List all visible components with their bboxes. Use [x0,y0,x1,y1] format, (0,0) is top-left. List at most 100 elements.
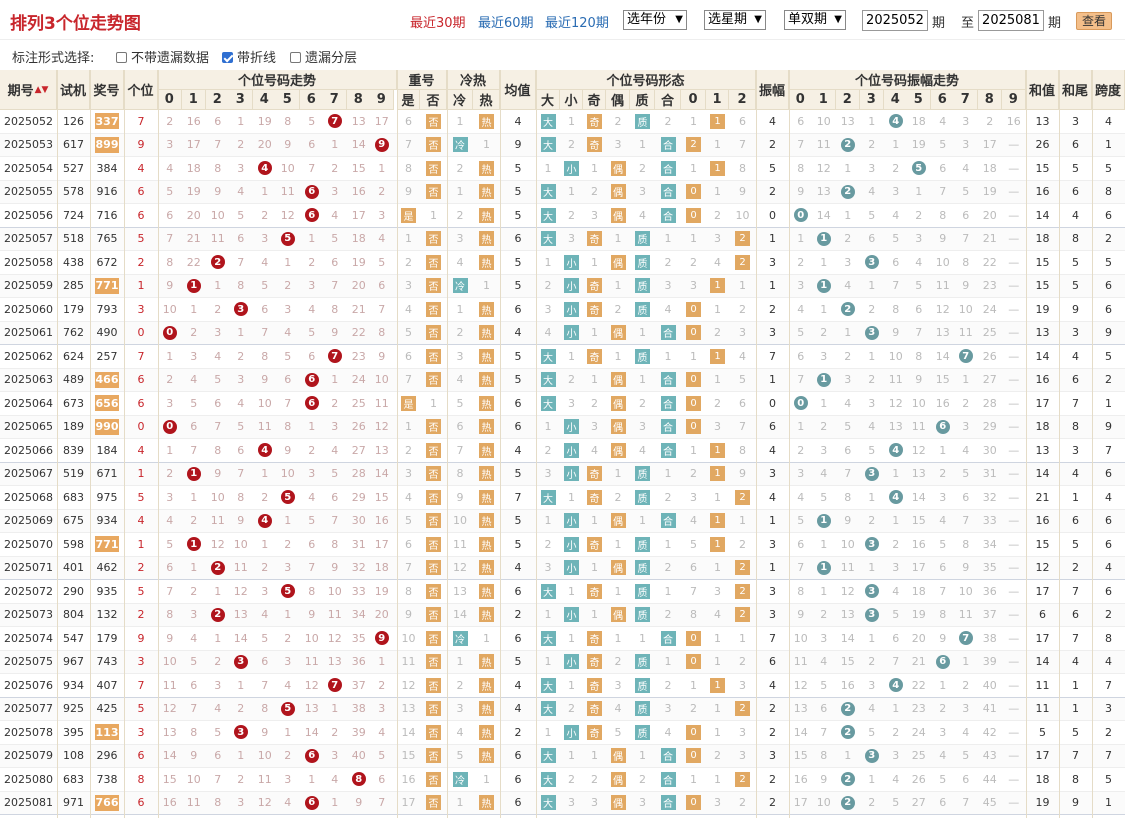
omission-value: 8 [331,537,339,551]
omission-value: 2 [868,138,876,152]
shape-cell: 1 [630,322,655,345]
checkbox-checked-icon[interactable] [222,52,233,63]
amp-trend-cell: 8 [836,486,860,509]
start-issue-input[interactable]: 2025052 [862,10,928,31]
amp-trend-cell: 9 [884,322,908,345]
trend-cell: 6 [182,416,206,439]
amp-ball: 1 [816,278,831,293]
omission-value: 2 [714,396,721,410]
omission-value: 4 [331,772,339,786]
omission-value: 3 [614,678,622,692]
amp-trend-cell: 1 [860,275,884,298]
trend-cell: 3 [229,651,253,674]
link-recent-30[interactable]: 最近30期 [410,16,466,31]
omission-value: 4 [939,514,947,528]
option-no-omission[interactable]: 不带遗漏数据 [116,47,209,66]
repeat-no-cell: 否 [420,369,447,392]
sort-icon[interactable]: ▲▼ [34,84,49,95]
omission-value: 3 [261,232,269,246]
omission-value: 1 [284,255,292,269]
omission-value: 2 [939,702,947,716]
option-omission-layer[interactable]: 遗漏分层 [290,47,357,66]
omission-value: 1 [939,678,947,692]
amp-trend-cell: 7 [789,557,813,580]
amp-trend-cell: 1 [836,745,860,768]
amp-trend-cell: — [1002,580,1026,603]
omission-value: 1 [544,655,552,669]
omission-value: 14 [401,725,416,739]
omission-value: 14 [162,749,177,763]
checkbox-icon[interactable] [290,52,301,63]
amp-trend-cell: 1 [812,228,836,251]
amplitude-cell: 4 [769,490,776,504]
trend-cell: 2 [300,251,324,274]
omission-value: 2 [166,114,174,128]
omission-value: 40 [982,678,997,692]
amp-trend-cell: 6 [954,768,978,791]
amp-trend-cell: 4 [836,275,860,298]
repeat-yes-cell: 9 [397,181,420,204]
checkbox-icon[interactable] [116,52,127,63]
shape-cell: 1 [706,110,729,133]
header-repeat-yes-label: 是 [401,94,415,109]
omission-value: 7 [844,467,852,481]
sum-cell: 19 [1035,302,1050,316]
omission-value: 4 [892,208,900,222]
test-number-cell: 395 [63,725,84,739]
amp-trend-cell: 42 [978,721,1002,744]
shape-cell: 奇 [583,134,606,157]
trend-cell: 3 [253,228,277,251]
shape-cell: 3 [536,298,560,321]
end-issue-input[interactable]: 2025081 [978,10,1044,31]
omission-value: 5 [331,467,339,481]
hot-cell: 热 [473,792,500,815]
shape-box: 奇 [587,583,602,599]
amplitude-cell: 0 [769,208,776,222]
year-select[interactable]: 选年份 ▼ [623,10,687,30]
shape-box: 0 [686,301,701,317]
omission-value: 1 [284,725,292,739]
omission-value: 3 [284,772,292,786]
omission-value: 2 [378,678,386,692]
link-recent-60[interactable]: 最近60期 [478,16,534,31]
trend-cell: 11 [323,604,347,627]
omission-value: 15 [911,514,926,528]
query-button[interactable]: 查看 [1076,12,1112,30]
amp-trend-cell: 3 [931,486,955,509]
repeat-no-box: 否 [426,301,441,317]
trend-ball: 9 [374,137,389,152]
trend-cell: 6 [158,557,182,580]
amp-trend-cell: 7 [954,792,978,815]
omission-value: 2 [820,608,828,622]
amp-trend-cell: 13 [836,604,860,627]
amp-trend-cell: 5 [860,721,884,744]
header-amp-digit-label: 2 [842,92,852,107]
omission-value: 8 [939,608,947,622]
omission-value: 10 [210,208,225,222]
parity-select[interactable]: 单双期 ▼ [784,10,846,30]
weekday-select[interactable]: 选星期 ▼ [704,10,766,30]
trend-cell: 9 [253,369,277,392]
hot-cell: 热 [473,322,500,345]
amplitude-cell: 3 [769,584,776,598]
omission-value: 3 [892,749,900,763]
shape-cell: 1 [536,604,560,627]
shape-box: 奇 [587,654,602,670]
repeat-no-box: 否 [426,795,441,811]
trend-cell: 2 [182,322,206,345]
omission-value: 1 [690,161,697,175]
amp-trend-cell: 5 [907,275,931,298]
trend-cell: 9 [370,627,394,650]
trend-cell: 2 [206,557,230,580]
header-shape-sub: 大 [536,90,560,110]
shape-box: 质 [635,254,650,270]
omission-value: 4 [820,655,828,669]
omission-value: 1 [190,490,198,504]
option-polyline[interactable]: 带折线 [222,47,276,66]
link-recent-120[interactable]: 最近120期 [545,16,609,31]
shape-cell: 1 [630,627,655,650]
omission-value: 13 [793,702,808,716]
prize-number: 296 [96,749,118,763]
hot-box: 热 [479,795,494,811]
omission-value: 1 [614,631,622,645]
